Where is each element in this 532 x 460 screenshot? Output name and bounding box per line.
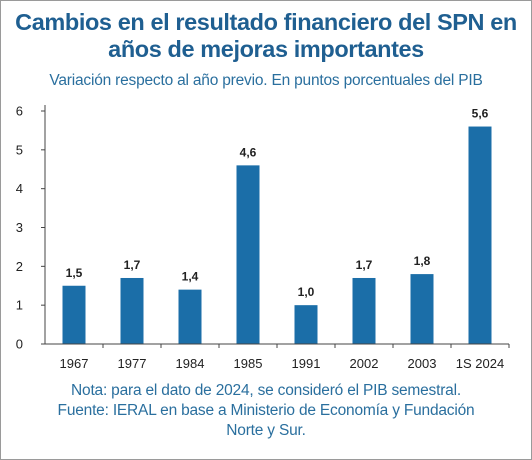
data-label: 1,7 <box>356 258 373 272</box>
x-category-label: 1985 <box>234 356 263 371</box>
y-tick-label: 3 <box>16 220 23 235</box>
data-label: 1,7 <box>124 258 141 272</box>
y-tick-label: 0 <box>16 337 23 352</box>
y-tick-label: 5 <box>16 142 23 157</box>
data-label: 1,0 <box>298 285 315 299</box>
x-category-label: 1984 <box>176 356 205 371</box>
x-category-label: 2002 <box>350 356 379 371</box>
bar <box>178 289 202 344</box>
data-label: 1,5 <box>66 266 83 280</box>
y-tick-label: 6 <box>16 104 23 119</box>
bar <box>294 305 318 344</box>
data-label: 1,4 <box>182 270 199 284</box>
bar <box>468 126 492 345</box>
x-category-label: 1991 <box>292 356 321 371</box>
bar <box>352 277 376 344</box>
bar-chart: 0 1 2 3 4 5 6 1,5 1967 1,7 1977 1,4 1984 4,6 1985 1,0 19… <box>16 104 510 371</box>
data-label: 1,8 <box>414 254 431 268</box>
chart-notes: Nota: para el dato de 2024, se consideró… <box>1 381 531 441</box>
chart-title: Cambios en el resultado financiero del S… <box>1 9 531 63</box>
bar <box>410 274 434 344</box>
bar <box>62 285 86 344</box>
x-category-label: 1S 2024 <box>456 356 504 371</box>
data-label: 5,6 <box>472 107 489 121</box>
chart-subtitle: Variación respecto al año previo. En pun… <box>49 72 483 89</box>
y-tick-label: 2 <box>16 259 23 274</box>
y-tick-label: 4 <box>16 181 23 196</box>
y-tick-label: 1 <box>16 298 23 313</box>
x-category-label: 1967 <box>60 356 89 371</box>
bar <box>236 165 260 344</box>
bar <box>120 277 144 344</box>
chart-title-line-1: Cambios en el resultado financiero del S… <box>15 9 517 35</box>
x-category-label: 2003 <box>408 356 437 371</box>
source-line-continued: Norte y Sur. <box>226 422 306 439</box>
x-category-label: 1977 <box>118 356 147 371</box>
source-line: Fuente: IERAL en base a Ministerio de Ec… <box>57 402 475 419</box>
data-label: 4,6 <box>240 145 257 159</box>
note-line: Nota: para el dato de 2024, se consideró… <box>71 382 461 399</box>
chart-title-line-2: años de mejoras importantes <box>108 36 424 62</box>
